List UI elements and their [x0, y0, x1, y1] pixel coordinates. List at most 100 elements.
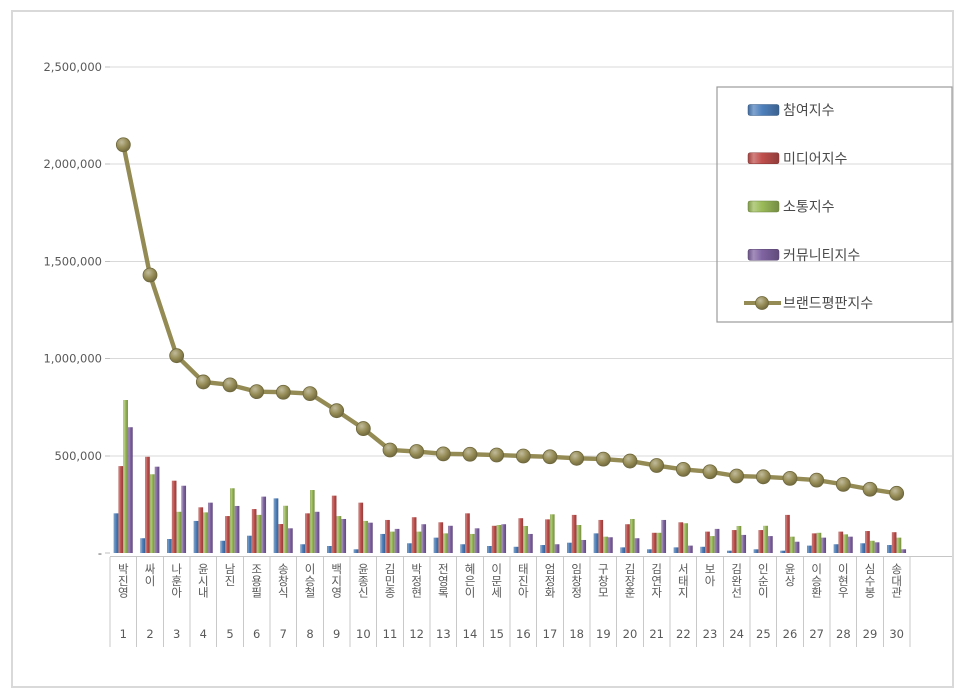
legend-item-브랜드평판지수: 브랜드평판지수: [744, 296, 873, 312]
line-marker: [275, 384, 291, 400]
bar-참여지수: [513, 546, 519, 553]
bar-미디어지수: [331, 495, 337, 553]
bar-참여지수: [780, 550, 785, 553]
bar-groups: [113, 400, 907, 553]
bar-커뮤니티지수: [768, 536, 773, 553]
bar-소통지수: [496, 525, 502, 553]
rank-label: 27: [809, 627, 824, 641]
legend-label: 브랜드평판지수: [783, 296, 873, 312]
bar-커뮤니티지수: [314, 511, 320, 553]
bar-group: [753, 525, 773, 553]
bar-커뮤니티지수: [128, 427, 133, 553]
bar-미디어지수: [758, 530, 764, 553]
y-tick-label: 2,000,000: [43, 157, 102, 171]
legend-swatch: [747, 152, 780, 164]
bar-커뮤니티지수: [634, 538, 640, 553]
bar-참여지수: [327, 546, 332, 553]
line-marker: [515, 448, 531, 464]
bar-참여지수: [433, 537, 439, 553]
bar-group: [247, 496, 267, 553]
rank-label: 8: [306, 627, 313, 641]
bar-커뮤니티지수: [821, 537, 827, 553]
bar-group: [460, 513, 480, 553]
bar-group: [620, 518, 640, 553]
bar-group: [380, 519, 400, 553]
line-marker: [249, 384, 265, 400]
line-marker: [329, 403, 345, 419]
rank-label: 23: [703, 627, 718, 641]
bar-커뮤니티지수: [421, 524, 427, 553]
bar-미디어지수: [598, 519, 604, 553]
bar-소통지수: [576, 525, 582, 553]
bar-커뮤니티지수: [394, 528, 400, 553]
legend-label: 미디어지수: [783, 151, 848, 167]
bar-커뮤니티지수: [554, 544, 560, 553]
line-marker: [142, 267, 158, 283]
rank-label: 17: [543, 627, 558, 641]
rank-label: 24: [729, 627, 744, 641]
bar-참여지수: [487, 546, 492, 553]
legend-item-미디어지수: 미디어지수: [747, 151, 848, 167]
gridlines: [110, 66, 952, 457]
legend-label: 커뮤니티지수: [783, 248, 860, 264]
bar-커뮤니티지수: [794, 541, 800, 553]
y-tick-label: -: [98, 546, 102, 560]
bar-커뮤니티지수: [714, 528, 720, 553]
bar-미디어지수: [145, 456, 150, 553]
bar-커뮤니티지수: [288, 528, 293, 553]
bar-미디어지수: [278, 524, 284, 553]
bar-소통지수: [790, 536, 795, 553]
image-frame: [11, 10, 954, 688]
bar-미디어지수: [865, 531, 870, 553]
rank-label: 4: [200, 627, 207, 641]
bar-참여지수: [833, 544, 839, 553]
bar-참여지수: [193, 520, 199, 553]
bar-미디어지수: [518, 518, 524, 553]
bar-group: [513, 518, 533, 553]
bar-group: [593, 519, 613, 553]
bar-소통지수: [363, 520, 368, 553]
bar-미디어지수: [411, 517, 417, 553]
bar-커뮤니티지수: [501, 524, 507, 553]
brand-index-line: [115, 137, 905, 501]
bar-미디어지수: [305, 513, 310, 553]
bar-참여지수: [407, 543, 412, 553]
bar-소통지수: [896, 537, 902, 553]
bar-참여지수: [753, 549, 759, 553]
line-marker: [382, 442, 398, 458]
bar-미디어지수: [251, 509, 257, 553]
bar-소통지수: [870, 540, 875, 553]
bar-group: [433, 522, 453, 553]
rank-label: 7: [280, 627, 287, 641]
bar-group: [220, 488, 240, 553]
bar-참여지수: [567, 542, 572, 553]
rank-label: 9: [333, 627, 340, 641]
line-marker: [889, 485, 905, 501]
bar-커뮤니티지수: [368, 522, 373, 553]
bar-참여지수: [247, 535, 252, 553]
bar-미디어지수: [785, 514, 790, 553]
bar-미디어지수: [571, 514, 577, 553]
line-marker: [569, 450, 585, 466]
bar-group: [860, 531, 880, 553]
bar-소통지수: [123, 400, 128, 553]
bar-소통지수: [470, 533, 475, 553]
bar-참여지수: [673, 547, 679, 553]
bar-참여지수: [593, 533, 599, 553]
y-tick-label: 2,500,000: [43, 60, 102, 74]
line-marker: [409, 444, 425, 459]
bar-소통지수: [656, 532, 662, 553]
